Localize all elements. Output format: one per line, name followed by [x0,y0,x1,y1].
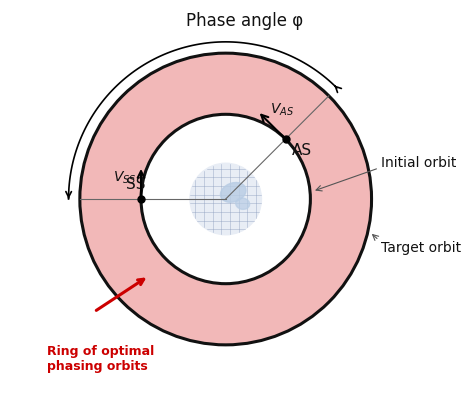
Ellipse shape [220,183,246,202]
Text: Ring of optimal
phasing orbits: Ring of optimal phasing orbits [47,345,154,373]
Text: Initial orbit: Initial orbit [381,156,456,170]
Circle shape [190,163,262,235]
Ellipse shape [236,198,250,209]
Text: SS: SS [126,178,146,192]
Circle shape [141,114,310,284]
Text: Target orbit: Target orbit [381,241,461,255]
Circle shape [80,53,372,345]
Text: $V_{SS}$: $V_{SS}$ [113,170,137,186]
Text: $V_{AS}$: $V_{AS}$ [270,101,294,118]
Text: AS: AS [292,143,312,158]
Text: Phase angle φ: Phase angle φ [186,12,303,29]
